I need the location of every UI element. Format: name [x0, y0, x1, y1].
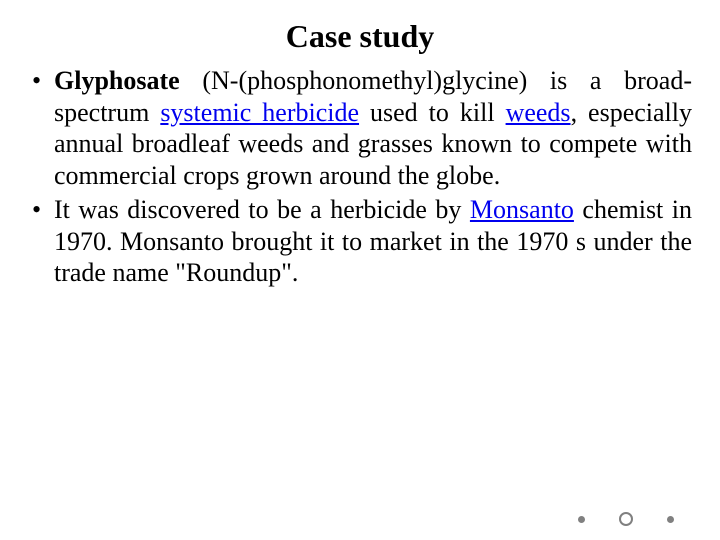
slide: Case study Glyphosate (N-(phosphonomethy… [0, 0, 720, 540]
bold-term: Glyphosate [54, 66, 180, 95]
body-text: It was discovered to be a herbicide by [54, 195, 470, 224]
pager-dot-icon [667, 516, 674, 523]
link-systemic-herbicide[interactable]: systemic herbicide [160, 98, 359, 127]
bullet-item: Glyphosate (N-(phosphonomethyl)glycine) … [28, 65, 692, 192]
body-text: used to kill [359, 98, 506, 127]
link-weeds[interactable]: weeds [506, 98, 571, 127]
pager-ring-icon [619, 512, 633, 526]
bullet-list: Glyphosate (N-(phosphonomethyl)glycine) … [28, 65, 692, 289]
bullet-item: It was discovered to be a herbicide by M… [28, 194, 692, 289]
pager-dot-icon [578, 516, 585, 523]
pager [578, 512, 674, 526]
slide-title: Case study [28, 18, 692, 55]
link-monsanto[interactable]: Monsanto [470, 195, 574, 224]
